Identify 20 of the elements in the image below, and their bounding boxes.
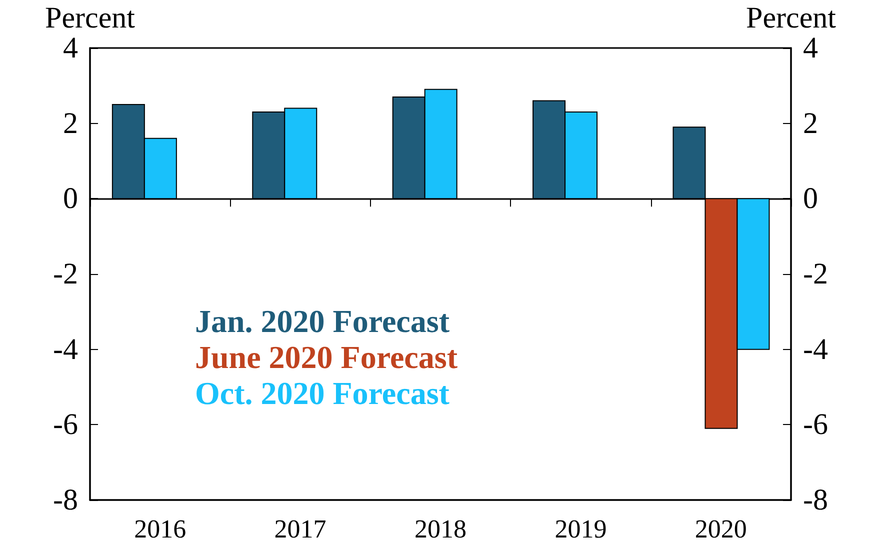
y-tick-label: -6	[53, 408, 78, 442]
x-tick-label: 2017	[274, 514, 326, 544]
y2-tick-label: -6	[803, 408, 828, 442]
y2-tick-label: 2	[803, 106, 818, 140]
text: Jan. 2020 Forecast	[195, 303, 450, 339]
y2-tick-label: -8	[803, 484, 828, 516]
y-tick-label: 2	[63, 106, 78, 140]
y-tick-label: -4	[53, 332, 78, 366]
x-tick-label: 2016	[134, 514, 186, 544]
y2-tick-label: -2	[803, 258, 828, 290]
y-tick-label: -2	[53, 258, 78, 290]
x-tick-label: 2018	[414, 514, 466, 544]
text: Oct. 2020 Forecast	[195, 375, 450, 411]
y-tick-label: -8	[53, 484, 78, 516]
y2-tick-label: -4	[803, 332, 828, 366]
y-tick-label: 0	[63, 182, 78, 216]
x-tick-label: 2020	[694, 514, 747, 544]
y2-tick-label: 0	[803, 182, 818, 216]
x-tick-label: 2019	[554, 514, 607, 544]
text: June 2020 Forecast	[195, 339, 458, 375]
